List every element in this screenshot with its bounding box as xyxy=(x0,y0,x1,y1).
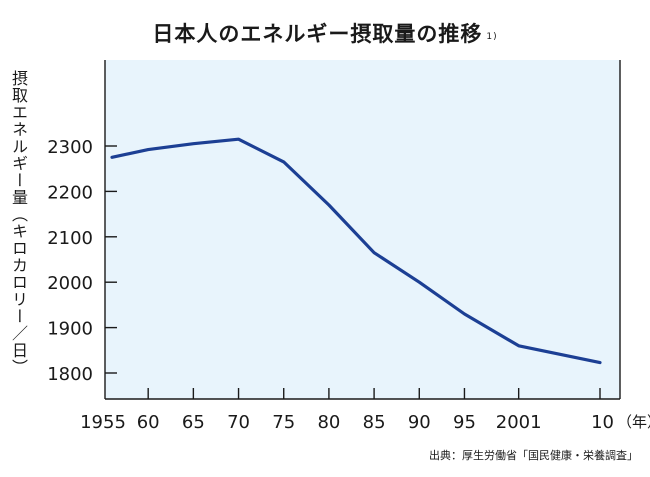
y-tick-label: 1800 xyxy=(47,364,93,385)
chart-title: 日本人のエネルギー摂取量の推移 1) xyxy=(0,18,650,48)
y-tick-label: 2200 xyxy=(47,182,93,203)
x-tick-label: 10 xyxy=(591,412,614,433)
x-tick-label: 75 xyxy=(272,412,295,433)
x-tick-label: 80 xyxy=(317,412,340,433)
x-tick-label: 70 xyxy=(227,412,250,433)
y-tick-label: 2300 xyxy=(47,137,93,158)
y-axis-label: 摂取エネルギー量（キロカロリー／日） xyxy=(9,70,28,376)
y-tick-label: 1900 xyxy=(47,319,93,340)
x-tick-label: 95 xyxy=(453,412,476,433)
x-tick-label: 2001 xyxy=(496,412,542,433)
x-tick-label: 85 xyxy=(363,412,386,433)
x-tick-label: 65 xyxy=(182,412,205,433)
chart-title-text: 日本人のエネルギー摂取量の推移 xyxy=(152,22,483,46)
chart-title-note: 1) xyxy=(486,32,498,42)
y-tick-label: 2000 xyxy=(47,273,93,294)
x-tick-label: 90 xyxy=(408,412,431,433)
y-tick-label: 2100 xyxy=(47,228,93,249)
x-unit-label: （年） xyxy=(617,413,650,431)
source-note: 出典：厚生労働省「国民健康・栄養調査」 xyxy=(429,449,638,462)
y-ticks: 1800 1900 2000 2100 2200 2300 xyxy=(47,137,117,385)
x-ticks: 1955 60 65 70 75 80 85 90 95 2001 10 xyxy=(80,388,614,433)
series-line xyxy=(110,137,602,365)
x-tick-label: 60 xyxy=(137,412,160,433)
x-tick-label: 1955 xyxy=(80,412,126,433)
plot-area xyxy=(105,60,620,399)
